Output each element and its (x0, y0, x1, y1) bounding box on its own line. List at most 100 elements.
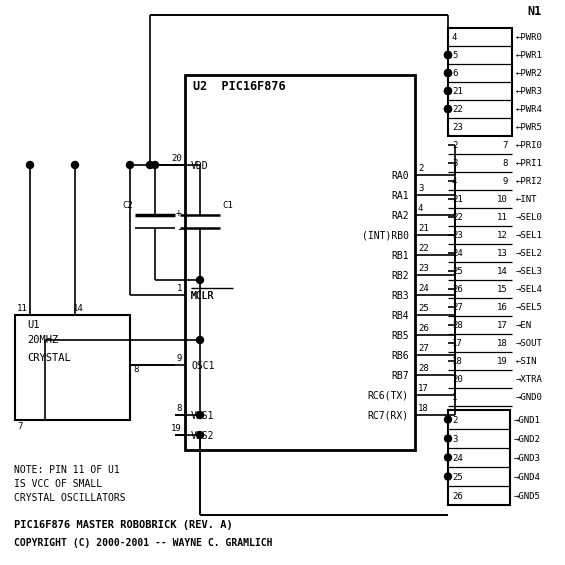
Text: →SEL2: →SEL2 (516, 250, 543, 259)
Text: 16: 16 (497, 303, 508, 312)
Circle shape (445, 106, 451, 112)
Text: →SEL5: →SEL5 (516, 303, 543, 312)
Text: 11: 11 (17, 304, 28, 313)
Text: VSS1: VSS1 (191, 411, 215, 421)
Text: 24: 24 (452, 454, 463, 463)
Text: 15: 15 (497, 285, 508, 294)
Text: 26: 26 (418, 324, 429, 333)
Text: 1: 1 (177, 284, 182, 293)
Text: COPYRIGHT (C) 2000-2001 -- WAYNE C. GRAMLICH: COPYRIGHT (C) 2000-2001 -- WAYNE C. GRAM… (14, 538, 272, 548)
Circle shape (445, 106, 451, 112)
Text: ←SIN: ←SIN (516, 358, 537, 367)
Circle shape (445, 454, 451, 461)
Text: +: + (176, 207, 182, 218)
Text: OSC1: OSC1 (191, 361, 215, 371)
Text: MCLR: MCLR (191, 291, 215, 301)
Text: 25: 25 (452, 267, 463, 276)
Text: →SEL3: →SEL3 (516, 267, 543, 276)
Text: 28: 28 (452, 321, 463, 331)
Circle shape (197, 337, 203, 344)
Text: IS VCC OF SMALL: IS VCC OF SMALL (14, 479, 102, 489)
Text: 18: 18 (452, 358, 463, 367)
Text: 21: 21 (452, 88, 463, 97)
Circle shape (445, 88, 451, 94)
Text: 18: 18 (418, 404, 429, 413)
Text: 4: 4 (452, 177, 458, 186)
Text: 22: 22 (452, 214, 463, 223)
Text: 4: 4 (418, 204, 423, 213)
Text: 6: 6 (452, 69, 458, 79)
Text: 8: 8 (503, 159, 508, 168)
Bar (448, 28, 512, 136)
Text: 17: 17 (497, 321, 508, 331)
Text: 23: 23 (452, 232, 463, 241)
Circle shape (127, 162, 133, 168)
Text: RB4: RB4 (392, 311, 409, 321)
Circle shape (27, 162, 33, 168)
Circle shape (445, 473, 451, 480)
Text: →SEL0: →SEL0 (516, 214, 543, 223)
Text: 27: 27 (452, 303, 463, 312)
Text: 20MHZ: 20MHZ (27, 335, 58, 345)
Text: 3: 3 (418, 184, 423, 193)
Circle shape (445, 435, 451, 442)
Text: 8: 8 (177, 404, 182, 413)
Text: VSS2: VSS2 (191, 431, 215, 441)
Text: ←PWR5: ←PWR5 (516, 124, 543, 133)
Text: 7: 7 (503, 141, 508, 150)
Text: 14: 14 (497, 267, 508, 276)
Text: MCLR: MCLR (191, 291, 215, 301)
Text: C1: C1 (222, 201, 233, 210)
Text: 27: 27 (418, 344, 429, 353)
Text: PIC16F876 MASTER ROBOBRICK (REV. A): PIC16F876 MASTER ROBOBRICK (REV. A) (14, 520, 233, 530)
Text: →GND5: →GND5 (514, 492, 541, 501)
Text: RB7: RB7 (392, 371, 409, 381)
Text: RB1: RB1 (392, 251, 409, 261)
Text: 13: 13 (497, 250, 508, 259)
Text: 24: 24 (418, 284, 429, 293)
Text: ←INT: ←INT (516, 195, 537, 205)
Text: 21: 21 (418, 224, 429, 233)
Text: RA0: RA0 (392, 171, 409, 181)
Text: →SEL4: →SEL4 (516, 285, 543, 294)
Text: RC7(RX): RC7(RX) (368, 411, 409, 421)
Bar (15, 315, 130, 420)
Text: ←PWR1: ←PWR1 (516, 51, 543, 60)
Text: 9: 9 (503, 177, 508, 186)
Text: →GND1: →GND1 (514, 416, 541, 425)
Circle shape (197, 432, 203, 438)
Text: RA2: RA2 (392, 211, 409, 221)
Text: RB3: RB3 (392, 291, 409, 301)
Text: 28: 28 (418, 364, 429, 373)
Text: →SEL1: →SEL1 (516, 232, 543, 241)
Text: 1: 1 (452, 393, 458, 402)
Text: C2: C2 (122, 201, 133, 210)
Text: U2  PIC16F876: U2 PIC16F876 (193, 80, 286, 93)
Text: -: - (176, 224, 182, 234)
Text: 26: 26 (452, 285, 463, 294)
Text: 4: 4 (452, 33, 458, 42)
Circle shape (445, 69, 451, 76)
Text: 10: 10 (497, 195, 508, 205)
Text: 2: 2 (452, 416, 458, 425)
Text: 3: 3 (452, 435, 458, 444)
Text: →GND0: →GND0 (516, 393, 543, 402)
Text: 23: 23 (452, 124, 463, 133)
Text: 3: 3 (452, 159, 458, 168)
Text: (INT)RB0: (INT)RB0 (362, 231, 409, 241)
Text: 17: 17 (452, 340, 463, 349)
Text: 11: 11 (497, 214, 508, 223)
Text: 17: 17 (418, 384, 429, 393)
Text: →GND4: →GND4 (514, 473, 541, 482)
Circle shape (445, 416, 451, 423)
Text: RB5: RB5 (392, 331, 409, 341)
Bar (448, 410, 510, 505)
Bar (185, 75, 415, 450)
Circle shape (151, 162, 159, 168)
Text: 2: 2 (418, 164, 423, 173)
Text: →EN: →EN (516, 321, 532, 331)
Circle shape (197, 411, 203, 419)
Text: 19: 19 (171, 424, 182, 433)
Text: →XTRA: →XTRA (516, 376, 543, 385)
Text: ←PRI2: ←PRI2 (516, 177, 543, 186)
